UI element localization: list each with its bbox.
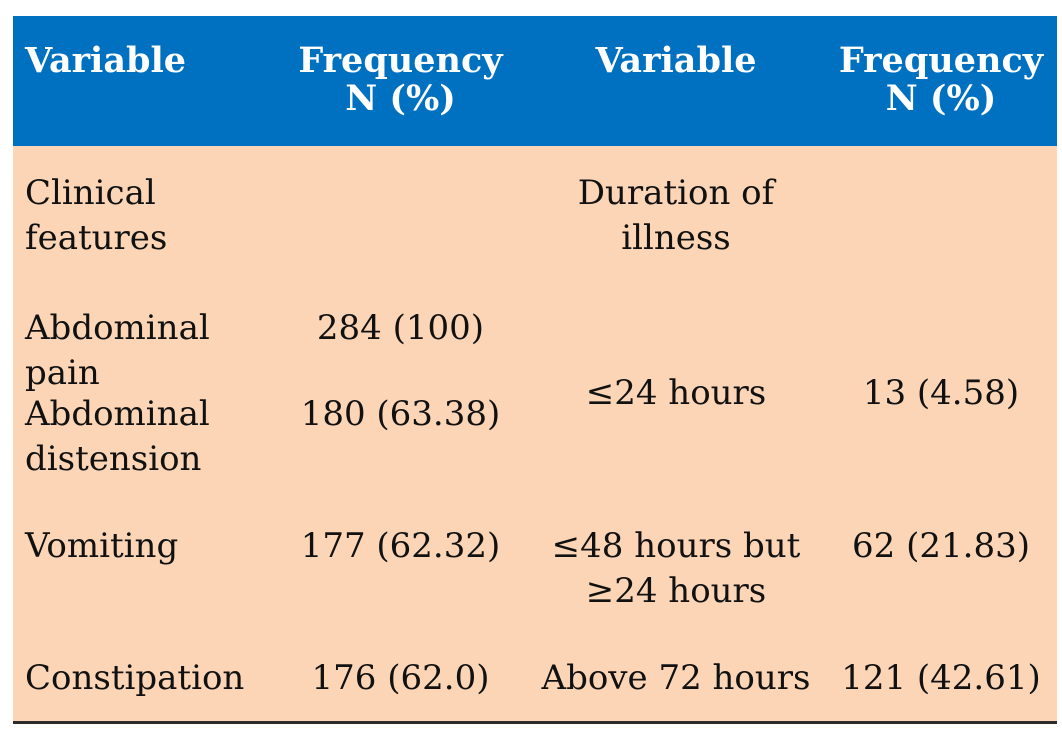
- header-frequency-2: Frequency N (%): [838, 40, 1044, 119]
- frequency-abdominal-distension: 180 (63.38): [300, 394, 501, 434]
- frequency-constipation: 176 (62.0): [311, 658, 490, 698]
- frequency-48-hours: 62 (21.83): [852, 526, 1030, 566]
- variable-vomiting: Vomiting: [25, 526, 179, 566]
- frequency-24-hours: 13 (4.58): [862, 373, 1020, 413]
- row-duration-label: Duration of illness: [577, 173, 775, 258]
- frequency-abdominal-pain: 284 (100): [316, 308, 485, 348]
- variable-abdominal-pain: Abdominal pain: [25, 308, 210, 393]
- frequency-above-72-hours: 121 (42.61): [841, 658, 1041, 698]
- variable-24-hours: ≤24 hours: [585, 373, 767, 413]
- frequency-vomiting: 177 (62.32): [300, 526, 501, 566]
- variable-above-72-hours: Above 72 hours: [541, 658, 811, 698]
- header-variable-2: Variable: [595, 40, 757, 81]
- variable-abdominal-distension: Abdominal distension: [25, 394, 210, 479]
- header-variable-1: Variable: [25, 40, 187, 81]
- variable-48-hours: ≤48 hours but ≥24 hours: [551, 526, 801, 611]
- row-clinical-features-label: Clinical features: [25, 173, 168, 258]
- data-table: Variable Frequency N (%) Variable Freque…: [13, 16, 1057, 724]
- table-header: Variable Frequency N (%) Variable Freque…: [13, 16, 1057, 146]
- header-frequency-1: Frequency N (%): [298, 40, 503, 119]
- variable-constipation: Constipation: [25, 658, 245, 698]
